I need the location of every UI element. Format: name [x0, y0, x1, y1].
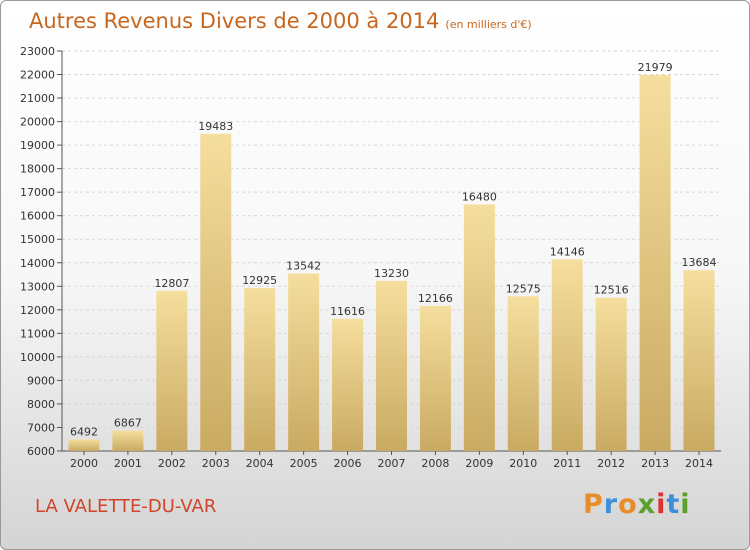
- data-label: 12575: [506, 282, 541, 295]
- y-tick-label: 6000: [27, 445, 55, 458]
- logo-letter: i: [680, 489, 691, 520]
- bar: [595, 297, 627, 451]
- x-tick-label: 2007: [378, 457, 406, 470]
- logo-letter: x: [637, 489, 657, 520]
- data-label: 14146: [550, 245, 585, 258]
- y-tick-label: 18000: [20, 163, 55, 176]
- bar: [376, 280, 407, 451]
- chart-title-main: Autres Revenus Divers de 2000 à 2014: [29, 9, 440, 33]
- y-tick-label: 16000: [20, 210, 55, 223]
- y-tick-label: 22000: [20, 69, 55, 82]
- y-tick-label: 15000: [20, 233, 55, 246]
- x-tick-label: 2005: [290, 457, 318, 470]
- bar: [683, 270, 715, 451]
- bar: [332, 318, 364, 451]
- data-label: 13684: [682, 256, 717, 269]
- logo-letter: o: [618, 489, 638, 520]
- y-tick-label: 21000: [20, 92, 55, 105]
- x-tick-label: 2014: [685, 457, 713, 470]
- bar: [507, 296, 539, 451]
- data-label: 19483: [198, 120, 233, 133]
- data-label: 11616: [330, 305, 365, 318]
- y-tick-label: 7000: [27, 421, 55, 434]
- y-tick-label: 19000: [20, 139, 55, 152]
- y-tick-label: 13000: [20, 280, 55, 293]
- bar: [639, 75, 671, 451]
- y-tick-label: 10000: [20, 351, 55, 364]
- data-label: 12166: [418, 292, 453, 305]
- x-tick-label: 2006: [334, 457, 362, 470]
- y-tick-label: 11000: [20, 327, 55, 340]
- x-tick-label: 2002: [158, 457, 186, 470]
- data-label: 6492: [70, 425, 98, 438]
- x-tick-label: 2010: [509, 457, 537, 470]
- bar: [156, 290, 188, 451]
- bar: [112, 430, 144, 451]
- bar: [200, 133, 232, 452]
- data-label: 6867: [114, 417, 142, 430]
- chart-title-unit: (en milliers d'€): [445, 18, 532, 31]
- y-tick-label: 20000: [20, 116, 55, 129]
- chart-title: Autres Revenus Divers de 2000 à 2014 (en …: [29, 9, 532, 33]
- data-label: 21979: [638, 61, 673, 74]
- y-tick-label: 12000: [20, 304, 55, 317]
- logo-letter: t: [666, 489, 681, 520]
- data-label: 12807: [154, 277, 189, 290]
- proxiti-logo: Proxiti: [583, 489, 691, 520]
- data-label: 12516: [594, 284, 629, 297]
- y-tick-label: 9000: [27, 374, 55, 387]
- data-label: 16480: [462, 190, 497, 203]
- logo-letter: r: [603, 489, 619, 520]
- x-tick-label: 2008: [421, 457, 449, 470]
- x-tick-label: 2003: [202, 457, 230, 470]
- y-tick-label: 8000: [27, 398, 55, 411]
- x-tick-label: 2001: [114, 457, 142, 470]
- data-label: 12925: [242, 274, 277, 287]
- x-tick-label: 2000: [70, 457, 98, 470]
- bar: [551, 259, 583, 451]
- city-name: LA VALETTE-DU-VAR: [35, 496, 217, 517]
- bar: [244, 288, 276, 451]
- data-label: 13230: [374, 267, 409, 280]
- x-tick-label: 2012: [597, 457, 625, 470]
- logo-letter: i: [656, 489, 667, 520]
- x-tick-label: 2013: [641, 457, 669, 470]
- bar: [68, 439, 100, 451]
- data-label: 13542: [286, 260, 321, 273]
- x-tick-label: 2004: [246, 457, 274, 470]
- bar: [288, 273, 320, 451]
- x-tick-label: 2011: [553, 457, 581, 470]
- bar: [419, 305, 451, 451]
- y-tick-label: 17000: [20, 186, 55, 199]
- y-tick-label: 23000: [20, 45, 55, 58]
- x-tick-label: 2009: [465, 457, 493, 470]
- logo-letter: P: [583, 489, 604, 520]
- y-tick-label: 14000: [20, 257, 55, 270]
- bar: [463, 204, 495, 451]
